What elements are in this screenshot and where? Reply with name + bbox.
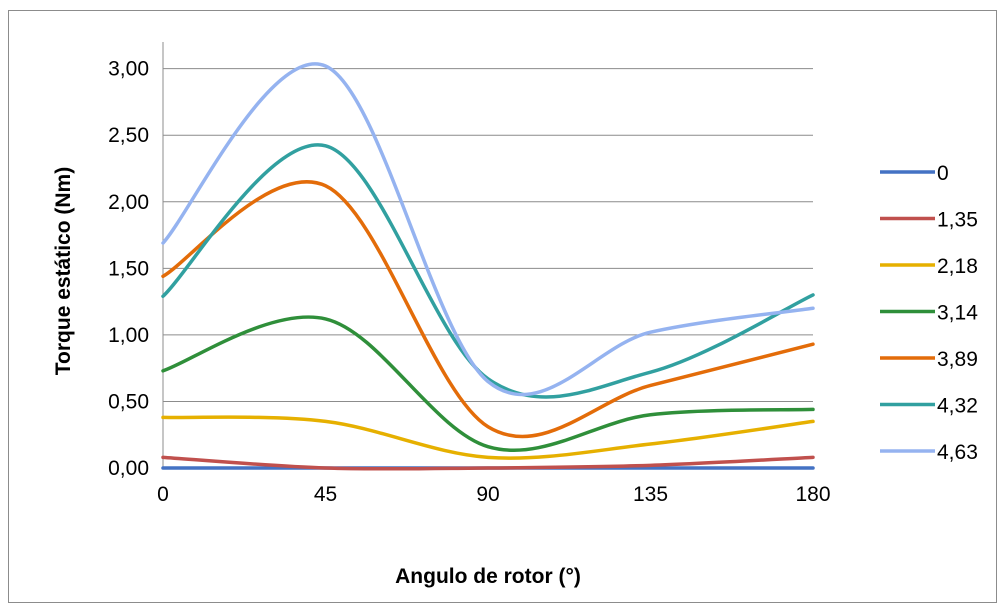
x-tick-label: 0 xyxy=(157,483,169,506)
grid-lines xyxy=(163,68,813,402)
legend-label: 0 xyxy=(937,162,949,185)
series-line xyxy=(161,415,815,460)
y-tick-label: 0,50 xyxy=(108,390,149,413)
legend-label: 4,63 xyxy=(937,441,978,464)
legend: 0 1,35 2,18 3,14 3,89 4,32 4,63 xyxy=(880,162,978,464)
y-tick-label: 0,00 xyxy=(108,457,149,480)
y-tick-label: 1,50 xyxy=(108,257,149,280)
x-tick-label: 45 xyxy=(314,483,337,506)
series-lines xyxy=(161,62,815,471)
legend-label: 1,35 xyxy=(937,209,978,232)
y-tick-label: 3,00 xyxy=(108,58,149,81)
legend-label: 3,14 xyxy=(937,302,978,325)
y-tick-labels: 0,00 0,50 1,00 1,50 2,00 2,50 3,00 xyxy=(108,58,149,480)
series-line xyxy=(161,143,815,399)
series-line xyxy=(161,62,815,397)
x-tick-labels: 0 45 90 135 180 xyxy=(157,483,830,506)
series-line xyxy=(161,315,815,453)
chart-frame xyxy=(8,10,997,603)
axes xyxy=(162,42,813,469)
y-tick-label: 2,50 xyxy=(108,124,149,147)
series-line xyxy=(161,180,815,439)
x-tick-label: 180 xyxy=(795,483,830,506)
legend-label: 3,89 xyxy=(937,348,978,371)
legend-label: 2,18 xyxy=(937,255,978,278)
x-tick-label: 135 xyxy=(633,483,668,506)
x-axis-title: Angulo de rotor (°) xyxy=(395,565,581,588)
legend-label: 4,32 xyxy=(937,395,978,418)
y-tick-label: 2,00 xyxy=(108,191,149,214)
y-tick-label: 1,00 xyxy=(108,324,149,347)
y-axis-title: Torque estático (Nm) xyxy=(52,167,75,375)
series-line xyxy=(161,455,815,471)
x-tick-label: 90 xyxy=(476,483,499,506)
